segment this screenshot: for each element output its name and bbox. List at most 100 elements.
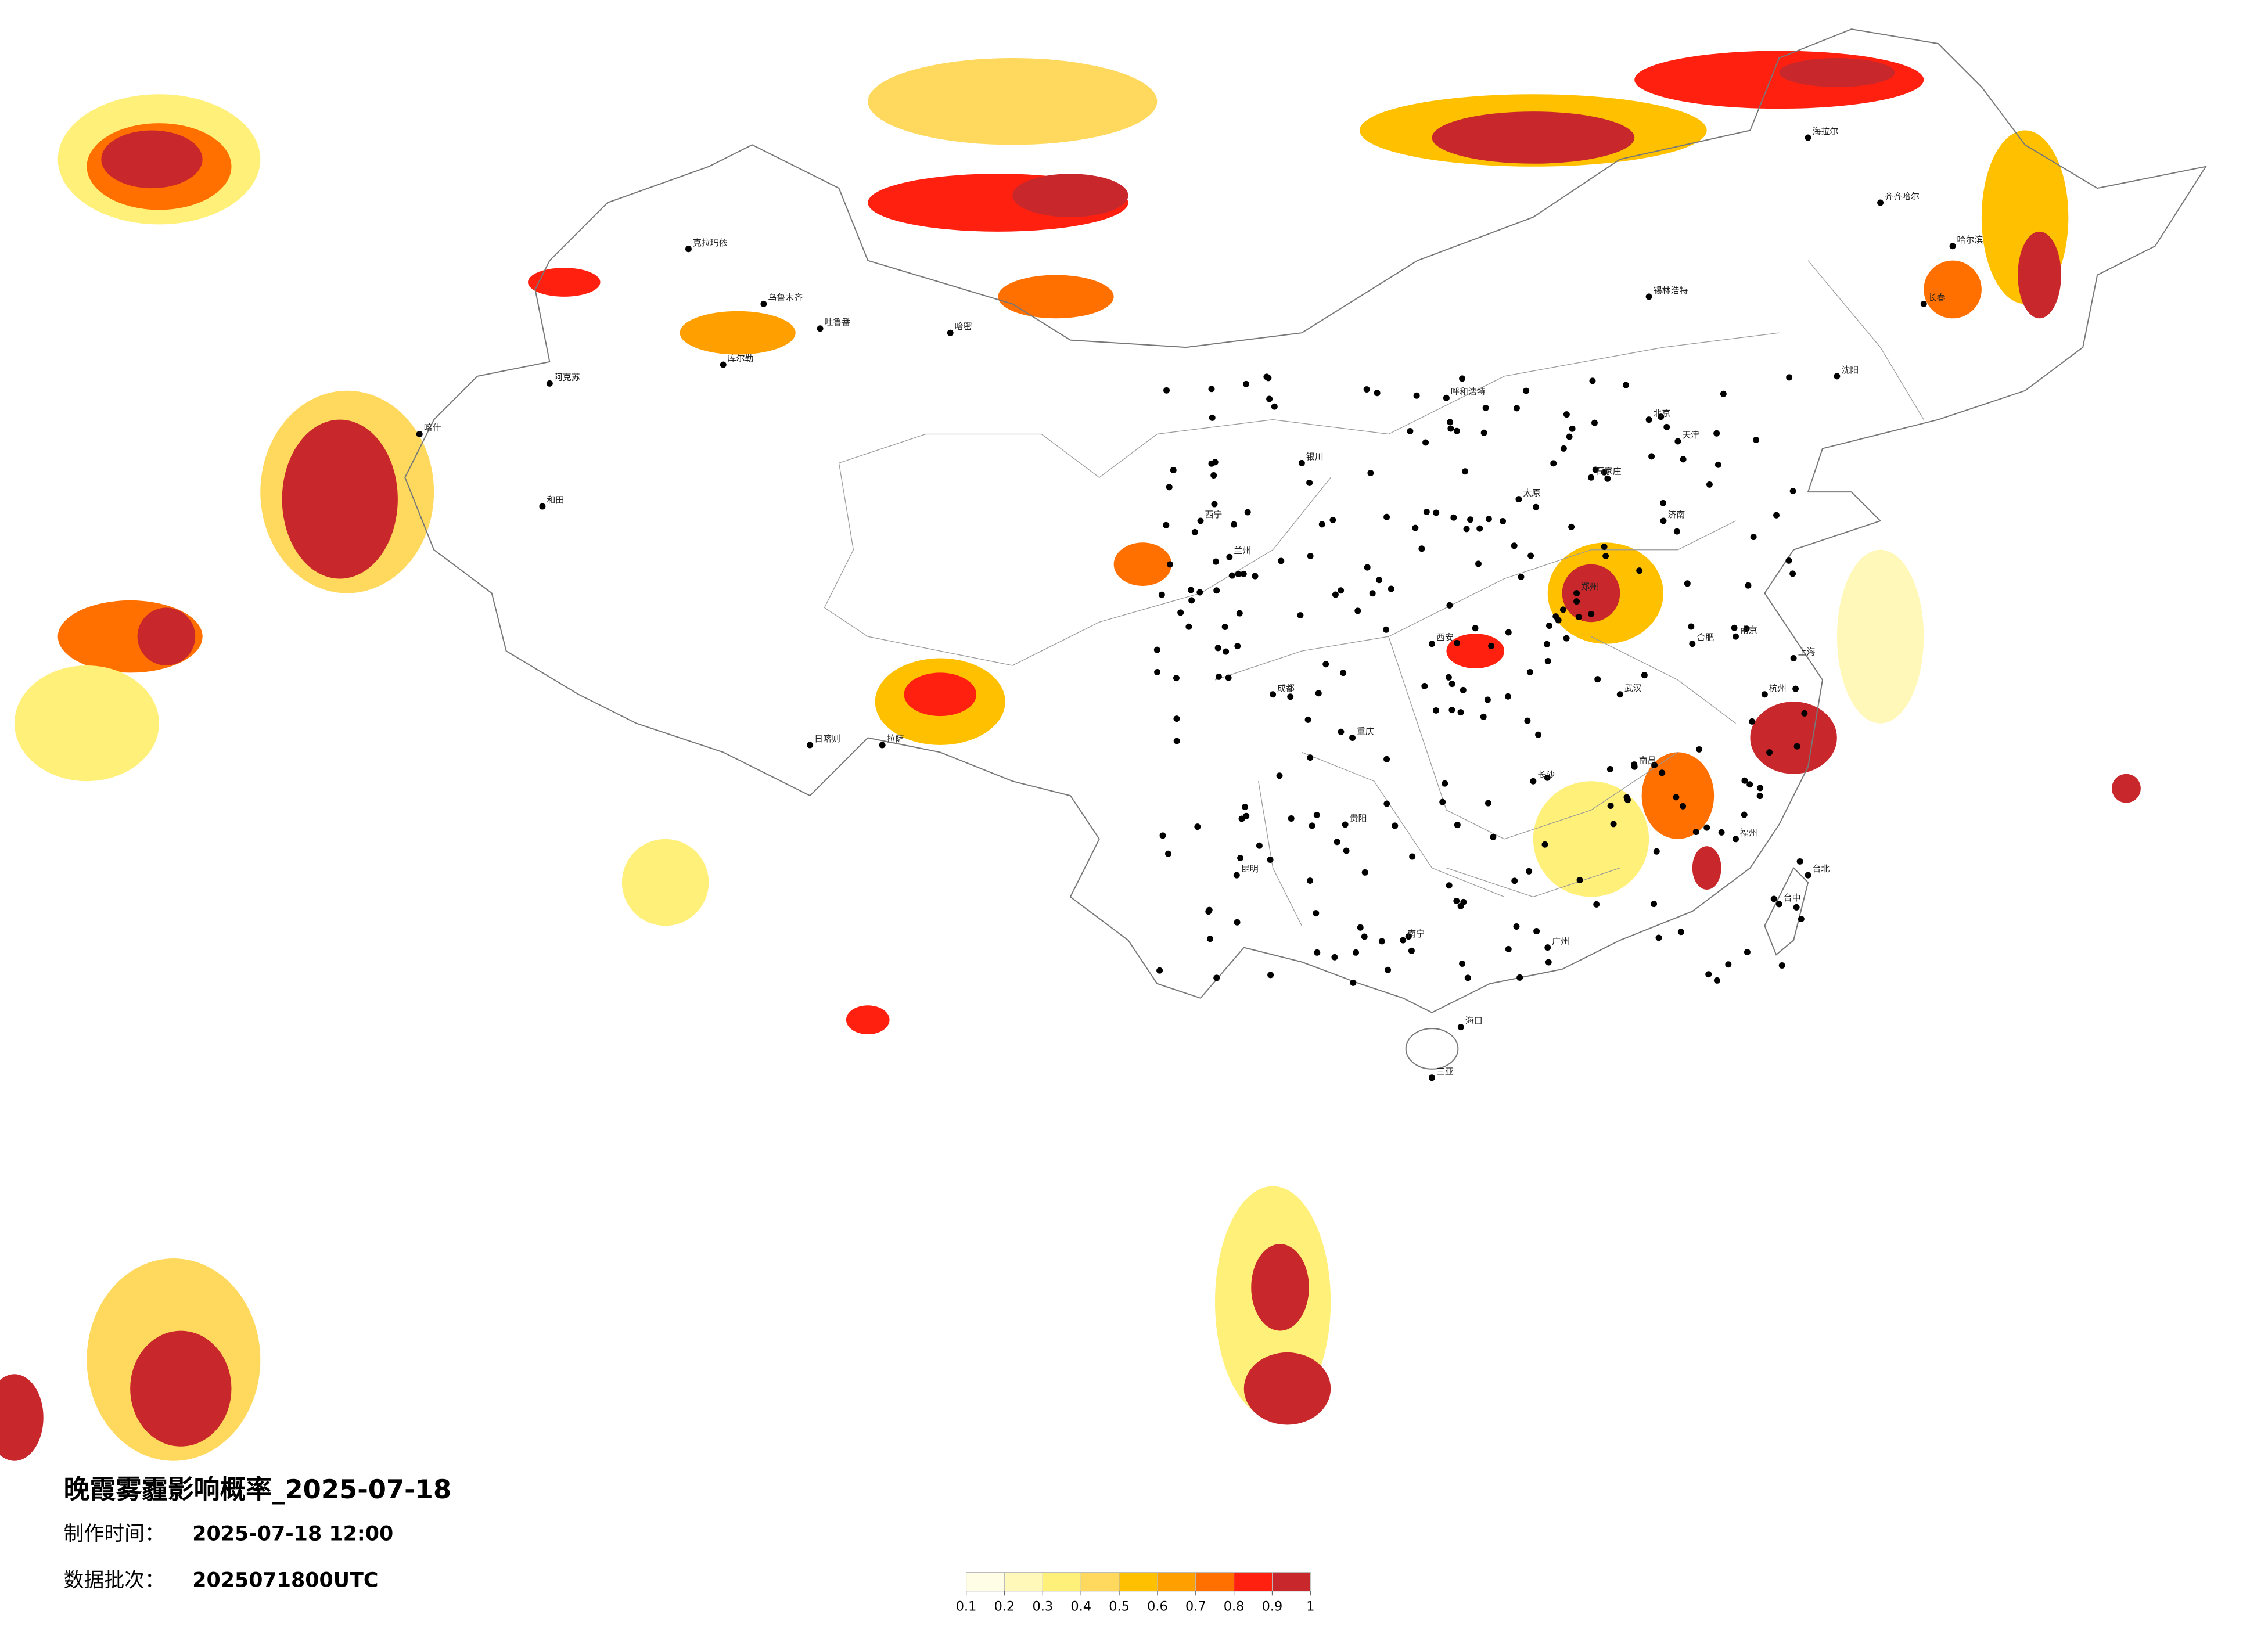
city-dot	[1744, 949, 1751, 956]
city-dot	[539, 503, 546, 510]
city-dot	[1361, 869, 1368, 876]
city-dot	[1385, 966, 1392, 973]
city-dot	[1604, 475, 1611, 482]
city-dot	[1741, 811, 1748, 818]
city-dot	[1680, 803, 1687, 810]
city-dot	[1773, 512, 1780, 519]
legend-swatch	[1004, 1571, 1043, 1592]
city-dot	[1213, 974, 1220, 981]
city-dot	[1834, 373, 1841, 380]
city-dot	[1226, 553, 1233, 560]
legend-swatch	[1080, 1571, 1120, 1592]
city-dot	[1228, 572, 1235, 579]
city-dot	[1505, 629, 1512, 636]
city-dot	[1623, 382, 1629, 388]
city-dot	[1242, 804, 1248, 811]
city-label: 哈密	[955, 321, 972, 332]
city-dot	[1484, 696, 1491, 703]
city-dot	[1745, 582, 1752, 589]
city-dot	[1753, 436, 1760, 443]
city-label: 库尔勒	[728, 353, 754, 364]
city-dot	[1154, 668, 1161, 675]
city-dot	[1307, 877, 1314, 884]
city-dot	[1447, 425, 1454, 432]
city-dot	[1530, 778, 1537, 785]
city-dot	[1535, 731, 1542, 738]
city-dot	[1606, 766, 1613, 773]
city-dot	[760, 300, 767, 307]
city-dot	[1433, 509, 1440, 516]
city-dot	[1790, 655, 1797, 662]
city-dot	[685, 246, 692, 253]
city-dot	[1454, 822, 1461, 829]
city-dot	[1212, 558, 1219, 565]
city-label: 重庆	[1357, 726, 1374, 737]
city-dot	[1315, 690, 1322, 697]
legend-swatch	[1271, 1571, 1311, 1592]
city-dot	[1792, 685, 1799, 692]
city-dot	[1518, 574, 1525, 581]
city-dot	[1460, 686, 1467, 693]
city-dot	[1705, 971, 1712, 978]
city-dot	[1215, 673, 1222, 680]
batch: 2025071800UTC	[192, 1569, 378, 1592]
city-dot	[1720, 390, 1727, 397]
city-dot	[1357, 924, 1364, 931]
city-dot	[1188, 597, 1195, 604]
probability-patch	[868, 57, 1158, 145]
city-dot	[1309, 822, 1315, 829]
city-label: 哈尔滨	[1957, 235, 1983, 245]
city-dot	[1796, 858, 1803, 865]
city-dot	[1412, 524, 1419, 531]
city-label: 西宁	[1205, 509, 1223, 520]
probability-patch	[1243, 1352, 1331, 1425]
city-dot	[1457, 1024, 1464, 1031]
probability-patch	[1924, 260, 1982, 319]
city-dot	[1648, 453, 1655, 460]
city-label: 南宁	[1407, 929, 1425, 939]
city-dot	[1513, 923, 1520, 930]
city-dot	[1252, 573, 1259, 580]
city-label: 兰州	[1234, 545, 1251, 556]
legend-swatch	[1042, 1571, 1081, 1592]
city-dot	[1342, 821, 1349, 828]
city-label: 海拉尔	[1813, 126, 1839, 136]
city-dot	[947, 329, 954, 336]
city-label: 沈阳	[1841, 365, 1859, 375]
city-dot	[1576, 877, 1583, 884]
city-dot	[1211, 501, 1218, 508]
city-label: 郑州	[1581, 581, 1598, 592]
city-dot	[1592, 466, 1599, 473]
city-dot	[1602, 552, 1609, 559]
probability-patch	[137, 607, 196, 665]
city-dot	[1196, 589, 1203, 596]
city-dot	[1488, 642, 1495, 649]
city-dot	[1485, 800, 1491, 807]
city-label: 南昌	[1639, 755, 1656, 765]
city-dot	[1225, 674, 1232, 681]
city-dot	[879, 742, 886, 749]
city-dot	[1920, 300, 1927, 307]
city-label: 武汉	[1624, 683, 1642, 693]
city-dot	[1472, 625, 1479, 632]
city-dot	[1376, 577, 1383, 584]
city-dot	[1313, 812, 1320, 818]
city-dot	[1659, 769, 1666, 776]
probability-patch	[621, 839, 709, 926]
city-dot	[1265, 375, 1272, 382]
city-dot	[1460, 898, 1467, 905]
city-dot	[1383, 626, 1390, 633]
city-label: 乌鲁木齐	[768, 292, 803, 303]
city-label: 合肥	[1696, 632, 1714, 643]
city-dot	[1544, 944, 1551, 951]
city-label: 拉萨	[887, 733, 904, 744]
city-dot	[1770, 895, 1777, 902]
city-dot	[1288, 815, 1295, 822]
probability-patch	[1750, 702, 1837, 774]
city-dot	[1237, 854, 1244, 861]
city-dot	[1793, 743, 1800, 750]
city-dot	[1188, 587, 1195, 593]
probability-patch	[2018, 231, 2061, 319]
city-dot	[1631, 763, 1638, 770]
